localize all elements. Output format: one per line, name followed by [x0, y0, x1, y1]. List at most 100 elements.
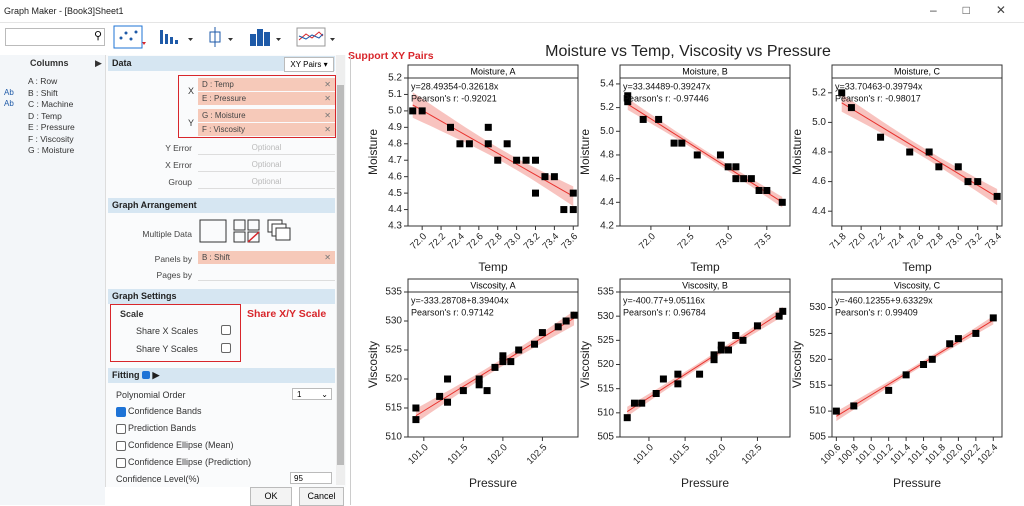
plot-type-button[interactable] — [296, 27, 335, 47]
x-tick-label: 72.6 — [905, 231, 926, 252]
confidence-band — [627, 98, 783, 208]
fit-equation: y=33.34489-0.39247x — [623, 81, 711, 91]
plot-type-button[interactable] — [209, 27, 233, 47]
data-point — [716, 151, 724, 159]
data-point — [570, 311, 578, 319]
window-controls[interactable]: –□✕ — [930, 3, 1024, 17]
ok-button[interactable]: OK — [250, 487, 292, 506]
fit-line — [627, 103, 783, 203]
data-point — [732, 332, 740, 339]
fit-pearson: Pearson's r: -0.92021 — [411, 93, 497, 103]
data-point — [710, 351, 718, 359]
data-point — [639, 115, 647, 123]
option-checkbox[interactable] — [116, 441, 126, 451]
column-item[interactable]: B : Shift — [28, 87, 58, 98]
fit-pearson: Pearson's r: -0.98017 — [835, 93, 921, 103]
y-tick-label: 5.2 — [388, 73, 402, 84]
x-tick-label: 102.0 — [485, 442, 510, 467]
y-tick-label: 5.2 — [600, 102, 614, 113]
x-tick-label: 73.0 — [503, 231, 524, 252]
data-point — [928, 355, 936, 363]
polynomial-label: Polynomial Order — [116, 390, 186, 400]
data-point — [659, 375, 667, 383]
plot-type-button[interactable] — [250, 29, 281, 46]
option-checkbox[interactable] — [116, 407, 126, 417]
data-point — [964, 178, 972, 186]
y-tick-label: 515 — [809, 380, 826, 391]
data-point — [447, 123, 454, 131]
plot-type-button[interactable] — [160, 30, 193, 44]
data-point — [935, 163, 943, 171]
scrollbar[interactable] — [336, 55, 345, 485]
x-tick-label: 72.2 — [867, 231, 888, 252]
data-point — [693, 151, 701, 159]
x-axis-label: Pressure — [681, 476, 729, 490]
x-item[interactable]: D : Temp — [198, 78, 335, 91]
window-title: Graph Maker - [Book3]Sheet1 — [4, 6, 124, 16]
panel-strip — [619, 278, 791, 293]
column-item[interactable]: E : Pressure — [28, 122, 75, 132]
share-y-checkbox[interactable] — [221, 343, 231, 353]
data-point — [484, 123, 492, 131]
x-item[interactable]: E : Pressure — [198, 92, 335, 105]
fitting-checkbox[interactable] — [142, 371, 151, 379]
pages-by-label: Pages by — [156, 270, 192, 280]
annotation: Share X/Y Scale — [247, 308, 327, 320]
y-axis-label: Viscosity — [366, 341, 380, 388]
plot-frame — [407, 291, 579, 438]
x-tick-label: 101.5 — [446, 442, 471, 467]
arrangement-icons[interactable] — [198, 216, 302, 246]
fit-equation: y=28.49354-0.32618x — [411, 81, 499, 91]
y-item[interactable]: F : Viscosity — [198, 123, 335, 136]
y-tick-label: 525 — [809, 328, 826, 339]
x-tick-label: 73.4 — [540, 231, 561, 252]
fit-pearson: Pearson's r: 0.96784 — [623, 307, 706, 317]
y-axis-label: Moisture — [790, 129, 804, 175]
search-box[interactable]: ⚲ — [5, 28, 105, 46]
data-point — [569, 189, 577, 197]
x-axis-label: Pressure — [893, 476, 941, 490]
y-tick-label: 525 — [597, 335, 614, 346]
y-tick-label: 4.2 — [600, 221, 614, 232]
y-item[interactable]: G : Moisture — [198, 109, 335, 122]
data-point — [624, 92, 632, 100]
fit-line — [836, 319, 994, 417]
y-tick-label: 520 — [809, 354, 826, 365]
panel-title: Viscosity, B — [682, 280, 728, 290]
y-tick-label: 535 — [597, 287, 614, 298]
column-item[interactable]: D : Temp — [28, 110, 62, 121]
data-point — [832, 407, 840, 415]
collapse-arrow[interactable]: ▶ — [95, 58, 102, 68]
y-tick-label: 5.4 — [600, 79, 614, 90]
data-point — [747, 175, 755, 183]
x-tick-label: 72.0 — [408, 231, 429, 252]
y-tick-label: 530 — [385, 316, 402, 327]
data-point — [696, 370, 704, 378]
cancel-button[interactable]: Cancel — [299, 487, 344, 506]
x-tick-label: 102.0 — [704, 442, 729, 467]
x-tick-label: 72.0 — [847, 231, 868, 252]
confidence-level-input[interactable]: 95 — [290, 472, 332, 484]
field-input[interactable]: Optional — [198, 141, 335, 155]
columns-header: Columns — [30, 58, 69, 68]
column-item[interactable]: C : Machine — [28, 99, 74, 109]
share-x-checkbox[interactable] — [221, 325, 231, 335]
option-checkbox[interactable] — [116, 458, 126, 468]
mode-dropdown[interactable]: XY Pairs ▾ — [284, 57, 334, 72]
field-input[interactable]: Optional — [198, 175, 335, 189]
x-tick-label: 101.0 — [406, 442, 431, 467]
field-input[interactable]: Optional — [198, 158, 335, 172]
x-tick-label: 72.8 — [925, 231, 946, 252]
fit-equation: y=-333.28708+8.39404x — [411, 295, 509, 305]
column-item[interactable]: G : Moisture — [28, 145, 75, 155]
data-point — [630, 399, 638, 407]
panel-strip — [407, 278, 579, 293]
plot-type-button[interactable] — [113, 25, 146, 49]
option-checkbox[interactable] — [116, 424, 126, 434]
polynomial-dropdown[interactable]: 1 ⌄ — [292, 388, 332, 400]
data-point — [491, 363, 499, 371]
column-item[interactable]: A : Row — [28, 76, 58, 86]
column-item[interactable]: F : Viscosity — [28, 133, 74, 144]
pages-by-input[interactable] — [198, 280, 335, 281]
panels-by-value[interactable]: B : Shift — [198, 251, 335, 264]
